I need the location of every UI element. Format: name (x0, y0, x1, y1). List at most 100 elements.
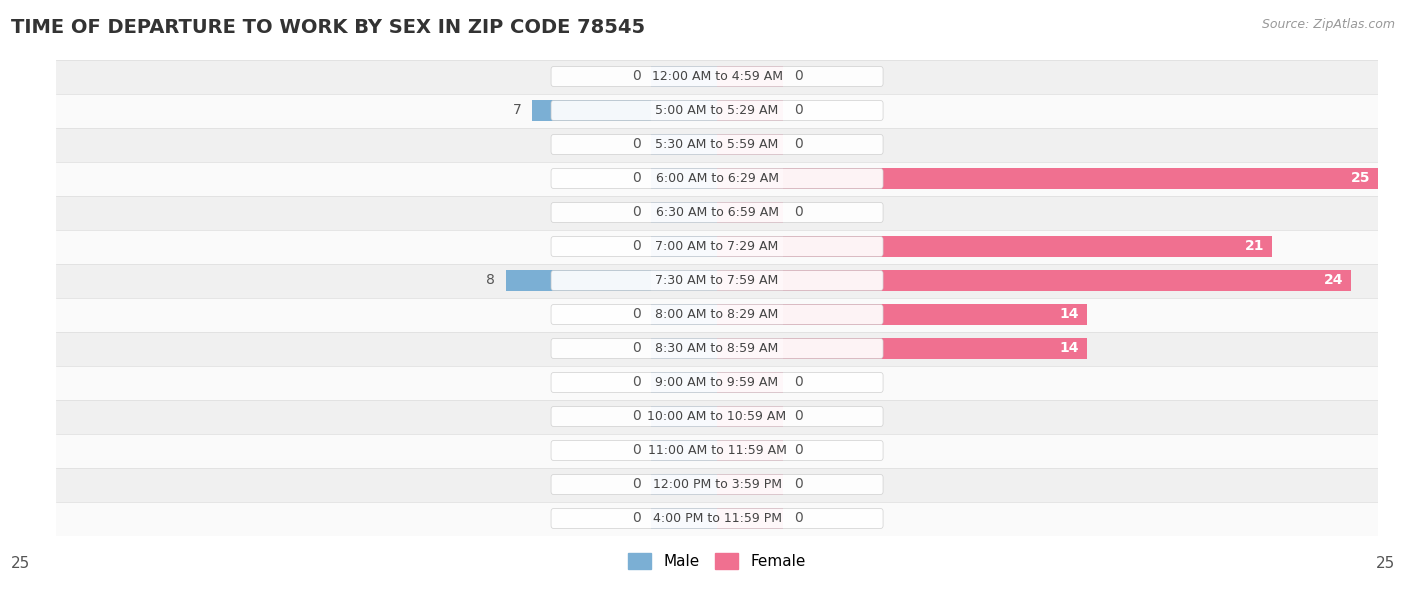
Text: 25: 25 (1350, 171, 1369, 186)
FancyBboxPatch shape (551, 475, 883, 494)
Text: 25: 25 (11, 556, 31, 571)
Bar (56, 399, 1378, 434)
FancyBboxPatch shape (551, 237, 883, 256)
Text: 6:30 AM to 6:59 AM: 6:30 AM to 6:59 AM (655, 206, 779, 219)
Bar (56, 468, 1378, 502)
Bar (717, 406, 783, 427)
FancyBboxPatch shape (551, 441, 883, 461)
Text: Source: ZipAtlas.com: Source: ZipAtlas.com (1261, 18, 1395, 31)
Text: 14: 14 (1060, 342, 1080, 355)
Text: 7: 7 (513, 104, 522, 117)
Text: 8:30 AM to 8:59 AM: 8:30 AM to 8:59 AM (655, 342, 779, 355)
Bar (651, 168, 717, 189)
FancyBboxPatch shape (551, 406, 883, 427)
Bar (717, 270, 783, 291)
Text: 6:00 AM to 6:29 AM: 6:00 AM to 6:29 AM (655, 172, 779, 185)
Text: 0: 0 (631, 443, 640, 458)
Bar (717, 338, 783, 359)
FancyBboxPatch shape (551, 168, 883, 189)
Bar (717, 236, 1272, 257)
Bar (56, 196, 1378, 230)
Text: 8:00 AM to 8:29 AM: 8:00 AM to 8:29 AM (655, 308, 779, 321)
Bar (56, 127, 1378, 161)
Text: 0: 0 (794, 512, 803, 525)
Text: 0: 0 (794, 409, 803, 424)
Bar (56, 298, 1378, 331)
Bar (651, 338, 717, 359)
Text: 7:30 AM to 7:59 AM: 7:30 AM to 7:59 AM (655, 274, 779, 287)
Text: 10:00 AM to 10:59 AM: 10:00 AM to 10:59 AM (648, 410, 786, 423)
Bar (717, 100, 783, 121)
Bar (56, 434, 1378, 468)
Text: 9:00 AM to 9:59 AM: 9:00 AM to 9:59 AM (655, 376, 779, 389)
Bar (717, 270, 1351, 291)
Text: 0: 0 (631, 70, 640, 83)
FancyBboxPatch shape (551, 271, 883, 290)
FancyBboxPatch shape (551, 101, 883, 120)
Bar (651, 440, 717, 461)
Text: 25: 25 (1375, 556, 1395, 571)
Bar (506, 270, 717, 291)
Text: 14: 14 (1060, 308, 1080, 321)
Bar (56, 60, 1378, 93)
Bar (717, 372, 783, 393)
Bar (651, 406, 717, 427)
Legend: Male, Female: Male, Female (623, 547, 811, 575)
Bar (651, 134, 717, 155)
Text: 11:00 AM to 11:59 AM: 11:00 AM to 11:59 AM (648, 444, 786, 457)
Text: 0: 0 (794, 375, 803, 390)
Text: 0: 0 (631, 240, 640, 253)
Bar (56, 161, 1378, 196)
Bar (717, 66, 783, 87)
Text: 0: 0 (794, 443, 803, 458)
FancyBboxPatch shape (551, 203, 883, 223)
Bar (717, 304, 783, 325)
Text: 0: 0 (794, 104, 803, 117)
Bar (531, 100, 717, 121)
Text: TIME OF DEPARTURE TO WORK BY SEX IN ZIP CODE 78545: TIME OF DEPARTURE TO WORK BY SEX IN ZIP … (11, 18, 645, 37)
Bar (56, 230, 1378, 264)
FancyBboxPatch shape (551, 305, 883, 324)
Bar (651, 100, 717, 121)
Text: 0: 0 (794, 478, 803, 491)
Text: 0: 0 (631, 478, 640, 491)
Bar (717, 202, 783, 223)
Text: 4:00 PM to 11:59 PM: 4:00 PM to 11:59 PM (652, 512, 782, 525)
Text: 12:00 PM to 3:59 PM: 12:00 PM to 3:59 PM (652, 478, 782, 491)
Text: 5:30 AM to 5:59 AM: 5:30 AM to 5:59 AM (655, 138, 779, 151)
Bar (651, 304, 717, 325)
Bar (651, 236, 717, 257)
Bar (56, 331, 1378, 365)
Text: 24: 24 (1324, 274, 1344, 287)
Text: 0: 0 (631, 137, 640, 152)
Bar (651, 66, 717, 87)
Text: 7:00 AM to 7:29 AM: 7:00 AM to 7:29 AM (655, 240, 779, 253)
Text: 0: 0 (631, 512, 640, 525)
Text: 21: 21 (1244, 240, 1264, 253)
FancyBboxPatch shape (551, 509, 883, 528)
Text: 0: 0 (631, 205, 640, 220)
Text: 0: 0 (631, 375, 640, 390)
FancyBboxPatch shape (551, 372, 883, 392)
Bar (56, 365, 1378, 399)
FancyBboxPatch shape (551, 67, 883, 86)
Text: 5:00 AM to 5:29 AM: 5:00 AM to 5:29 AM (655, 104, 779, 117)
Bar (56, 93, 1378, 127)
Bar (717, 440, 783, 461)
Bar (717, 134, 783, 155)
Bar (717, 168, 1378, 189)
Bar (717, 508, 783, 529)
Bar (651, 202, 717, 223)
Bar (56, 502, 1378, 536)
Bar (651, 474, 717, 495)
Bar (717, 236, 783, 257)
Bar (717, 304, 1087, 325)
Bar (717, 168, 783, 189)
Bar (651, 508, 717, 529)
Text: 0: 0 (631, 342, 640, 355)
Text: 0: 0 (794, 70, 803, 83)
Text: 8: 8 (486, 274, 495, 287)
Text: 12:00 AM to 4:59 AM: 12:00 AM to 4:59 AM (651, 70, 783, 83)
Text: 0: 0 (794, 137, 803, 152)
Text: 0: 0 (631, 409, 640, 424)
